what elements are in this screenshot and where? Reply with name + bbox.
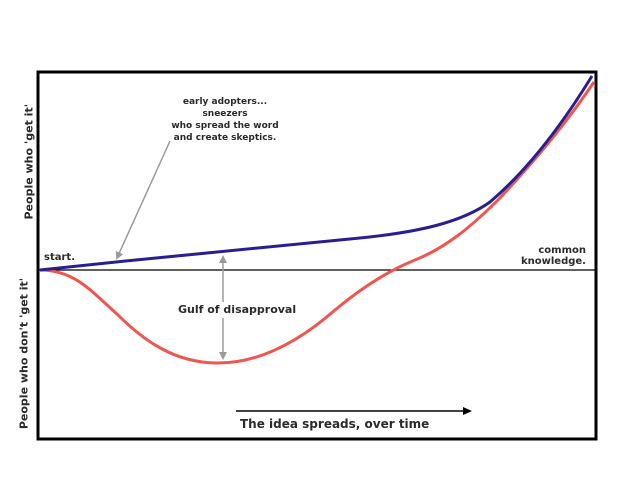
- diagram-frame: [36, 70, 598, 441]
- y-axis-bottom-label: People who don't 'get it': [17, 277, 31, 430]
- get-it-curve: [39, 75, 594, 272]
- x-axis-label: The idea spreads, over time: [240, 417, 430, 431]
- common-knowledge-line: common: [538, 245, 586, 256]
- note-line: and create skeptics.: [173, 133, 277, 143]
- adopters-pointer-arrow: [115, 140, 171, 260]
- gulf-of-disapproval-label: Gulf of disapproval: [176, 303, 299, 316]
- common-knowledge-label: common knowledge.: [521, 245, 586, 267]
- note-line: early adopters... sneezers: [182, 97, 268, 119]
- note-line: who spread the word: [171, 121, 279, 131]
- y-axis-top-label: People who 'get it': [22, 103, 36, 220]
- early-adopters-note: early adopters... sneezers who spread th…: [160, 96, 290, 144]
- start-label: start.: [44, 252, 75, 263]
- dont-get-it-curve: [39, 81, 596, 365]
- common-knowledge-line: knowledge.: [521, 256, 586, 267]
